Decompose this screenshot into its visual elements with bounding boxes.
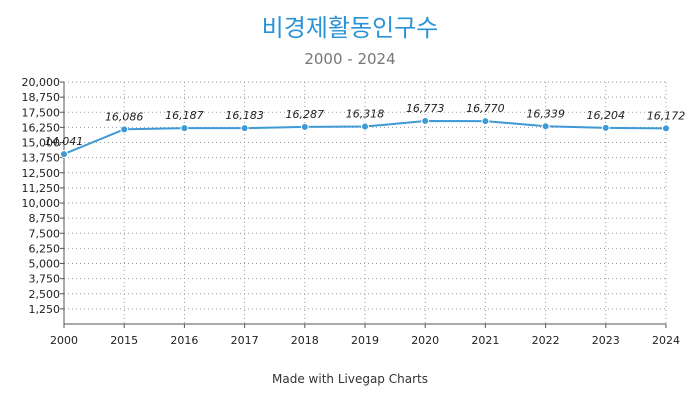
data-label: 16,773 xyxy=(406,102,445,115)
x-tick-label: 2024 xyxy=(652,334,680,347)
y-tick-label: 11,250 xyxy=(22,182,61,195)
data-label: 16,339 xyxy=(526,107,565,120)
y-tick-label: 13,750 xyxy=(22,152,61,165)
y-tick-label: 2,500 xyxy=(29,288,61,301)
data-series xyxy=(60,117,670,159)
x-tick-label: 2019 xyxy=(351,334,379,347)
data-point xyxy=(180,124,189,133)
data-label: 16,770 xyxy=(466,102,505,115)
data-point xyxy=(481,117,490,126)
chart-title: 비경제활동인구수 xyxy=(261,14,439,42)
y-tick-label: 16,250 xyxy=(22,121,61,134)
x-tick-label: 2020 xyxy=(411,334,439,347)
x-tick-label: 2015 xyxy=(110,334,138,347)
y-tick-label: 10,000 xyxy=(22,197,61,210)
data-label: 14,041 xyxy=(45,135,84,148)
chart-credit: Made with Livegap Charts xyxy=(272,372,428,386)
x-tick-label: 2023 xyxy=(592,334,620,347)
data-point xyxy=(421,117,430,126)
y-tick-label: 1,250 xyxy=(29,303,61,316)
y-tick-label: 8,750 xyxy=(29,212,61,225)
y-tick-label: 5,000 xyxy=(29,258,61,271)
grid-lines xyxy=(64,81,667,324)
data-label: 16,318 xyxy=(346,108,385,121)
data-point xyxy=(601,123,610,132)
x-tick-label: 2016 xyxy=(170,334,198,347)
y-tick-label: 7,500 xyxy=(29,227,61,240)
data-labels: 14,041 16,086 16,187 16,183 16,287 16,318 16,7… xyxy=(45,102,686,148)
data-point xyxy=(60,150,68,159)
data-label: 16,086 xyxy=(105,110,144,123)
data-point xyxy=(240,124,249,133)
y-tick-label: 12,500 xyxy=(22,167,61,180)
x-tick-label: 2000 xyxy=(50,334,78,347)
y-tick-label: 17,500 xyxy=(22,106,61,119)
data-point xyxy=(120,125,129,134)
data-label: 16,183 xyxy=(225,109,264,122)
x-tick-label: 2021 xyxy=(471,334,499,347)
y-tick-label: 18,750 xyxy=(22,91,61,104)
data-label: 16,204 xyxy=(587,109,626,122)
data-point xyxy=(541,122,550,131)
data-label: 16,187 xyxy=(165,109,204,122)
data-point xyxy=(662,124,670,133)
chart-subtitle: 2000 - 2024 xyxy=(304,50,396,68)
data-label: 16,172 xyxy=(647,109,686,122)
data-point xyxy=(300,122,309,131)
x-tick-label: 2022 xyxy=(532,334,560,347)
y-tick-label: 6,250 xyxy=(29,242,61,255)
data-point xyxy=(361,122,369,131)
y-tick-label: 15,000 xyxy=(22,137,61,150)
data-label: 16,287 xyxy=(286,108,325,121)
x-tick-label: 2018 xyxy=(291,334,319,347)
y-tick-label: 20,000 xyxy=(22,76,61,89)
x-tick-label: 2017 xyxy=(231,334,259,347)
axes: 1,250 2,500 3,750 5,000 6,250 7,500 8,750 10,00… xyxy=(22,76,681,347)
y-tick-label: 3,750 xyxy=(29,273,61,286)
